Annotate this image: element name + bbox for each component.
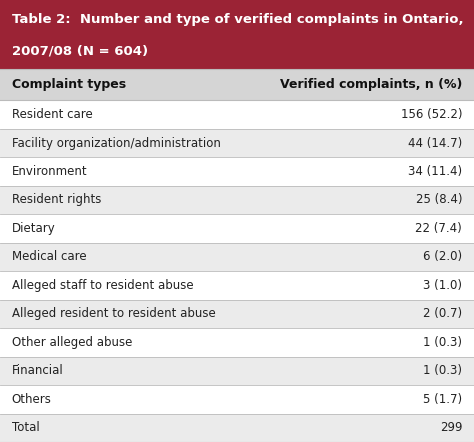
Text: 22 (7.4): 22 (7.4) bbox=[415, 222, 462, 235]
Text: 2007/08 (N = 604): 2007/08 (N = 604) bbox=[12, 44, 148, 57]
Text: 299: 299 bbox=[440, 421, 462, 434]
Bar bbox=[0, 328, 474, 357]
Text: Others: Others bbox=[12, 393, 52, 406]
Bar bbox=[0, 186, 474, 214]
Bar bbox=[0, 69, 474, 100]
Text: Dietary: Dietary bbox=[12, 222, 55, 235]
Bar bbox=[0, 300, 474, 328]
Bar bbox=[0, 385, 474, 414]
Text: 1 (0.3): 1 (0.3) bbox=[423, 336, 462, 349]
Text: 34 (11.4): 34 (11.4) bbox=[408, 165, 462, 178]
Text: Alleged resident to resident abuse: Alleged resident to resident abuse bbox=[12, 307, 216, 320]
Text: Resident care: Resident care bbox=[12, 108, 92, 121]
Text: Alleged staff to resident abuse: Alleged staff to resident abuse bbox=[12, 279, 193, 292]
Bar bbox=[0, 414, 474, 442]
Bar bbox=[0, 0, 474, 69]
Text: Medical care: Medical care bbox=[12, 251, 86, 263]
Text: Resident rights: Resident rights bbox=[12, 194, 101, 206]
Text: 44 (14.7): 44 (14.7) bbox=[408, 137, 462, 149]
Bar bbox=[0, 243, 474, 271]
Bar bbox=[0, 100, 474, 129]
Text: Complaint types: Complaint types bbox=[12, 78, 126, 91]
Bar bbox=[0, 214, 474, 243]
Bar bbox=[0, 271, 474, 300]
Text: 156 (52.2): 156 (52.2) bbox=[401, 108, 462, 121]
Text: Facility organization/administration: Facility organization/administration bbox=[12, 137, 221, 149]
Text: Total: Total bbox=[12, 421, 40, 434]
Text: Financial: Financial bbox=[12, 364, 64, 377]
Bar bbox=[0, 157, 474, 186]
Text: Verified complaints, n (%): Verified complaints, n (%) bbox=[280, 78, 462, 91]
Bar bbox=[0, 357, 474, 385]
Text: 1 (0.3): 1 (0.3) bbox=[423, 364, 462, 377]
Text: Environment: Environment bbox=[12, 165, 88, 178]
Text: Table 2:  Number and type of verified complaints in Ontario,: Table 2: Number and type of verified com… bbox=[12, 13, 464, 26]
Text: 25 (8.4): 25 (8.4) bbox=[416, 194, 462, 206]
Text: 3 (1.0): 3 (1.0) bbox=[423, 279, 462, 292]
Text: 6 (2.0): 6 (2.0) bbox=[423, 251, 462, 263]
Text: 2 (0.7): 2 (0.7) bbox=[423, 307, 462, 320]
Text: Other alleged abuse: Other alleged abuse bbox=[12, 336, 132, 349]
Text: 5 (1.7): 5 (1.7) bbox=[423, 393, 462, 406]
Bar bbox=[0, 129, 474, 157]
